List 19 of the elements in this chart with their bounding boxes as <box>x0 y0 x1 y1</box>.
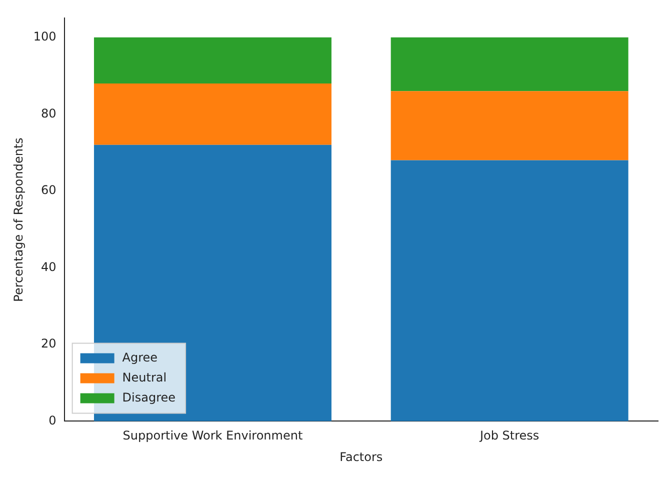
legend-label: Disagree <box>122 390 176 404</box>
x-axis-title: Factors <box>340 450 383 464</box>
y-axis-title: Percentage of Respondents <box>11 138 26 302</box>
bar <box>94 83 332 145</box>
y-tick-label: 20 <box>41 336 56 351</box>
bar <box>390 160 628 422</box>
y-tick-label: 40 <box>41 260 56 274</box>
bar <box>390 91 628 160</box>
bar <box>94 37 332 84</box>
y-tick-label: 80 <box>41 106 56 120</box>
y-tick-label: 60 <box>41 183 56 198</box>
x-tick-label: Job Stress <box>478 428 540 443</box>
legend-label: Agree <box>122 350 158 364</box>
legend-label: Neutral <box>122 370 167 384</box>
y-tick-label: 100 <box>33 30 56 44</box>
x-tick-label: Supportive Work Environment <box>122 428 303 443</box>
bar <box>390 37 628 92</box>
y-tick-label: 0 <box>48 413 56 428</box>
bar <box>94 144 332 422</box>
